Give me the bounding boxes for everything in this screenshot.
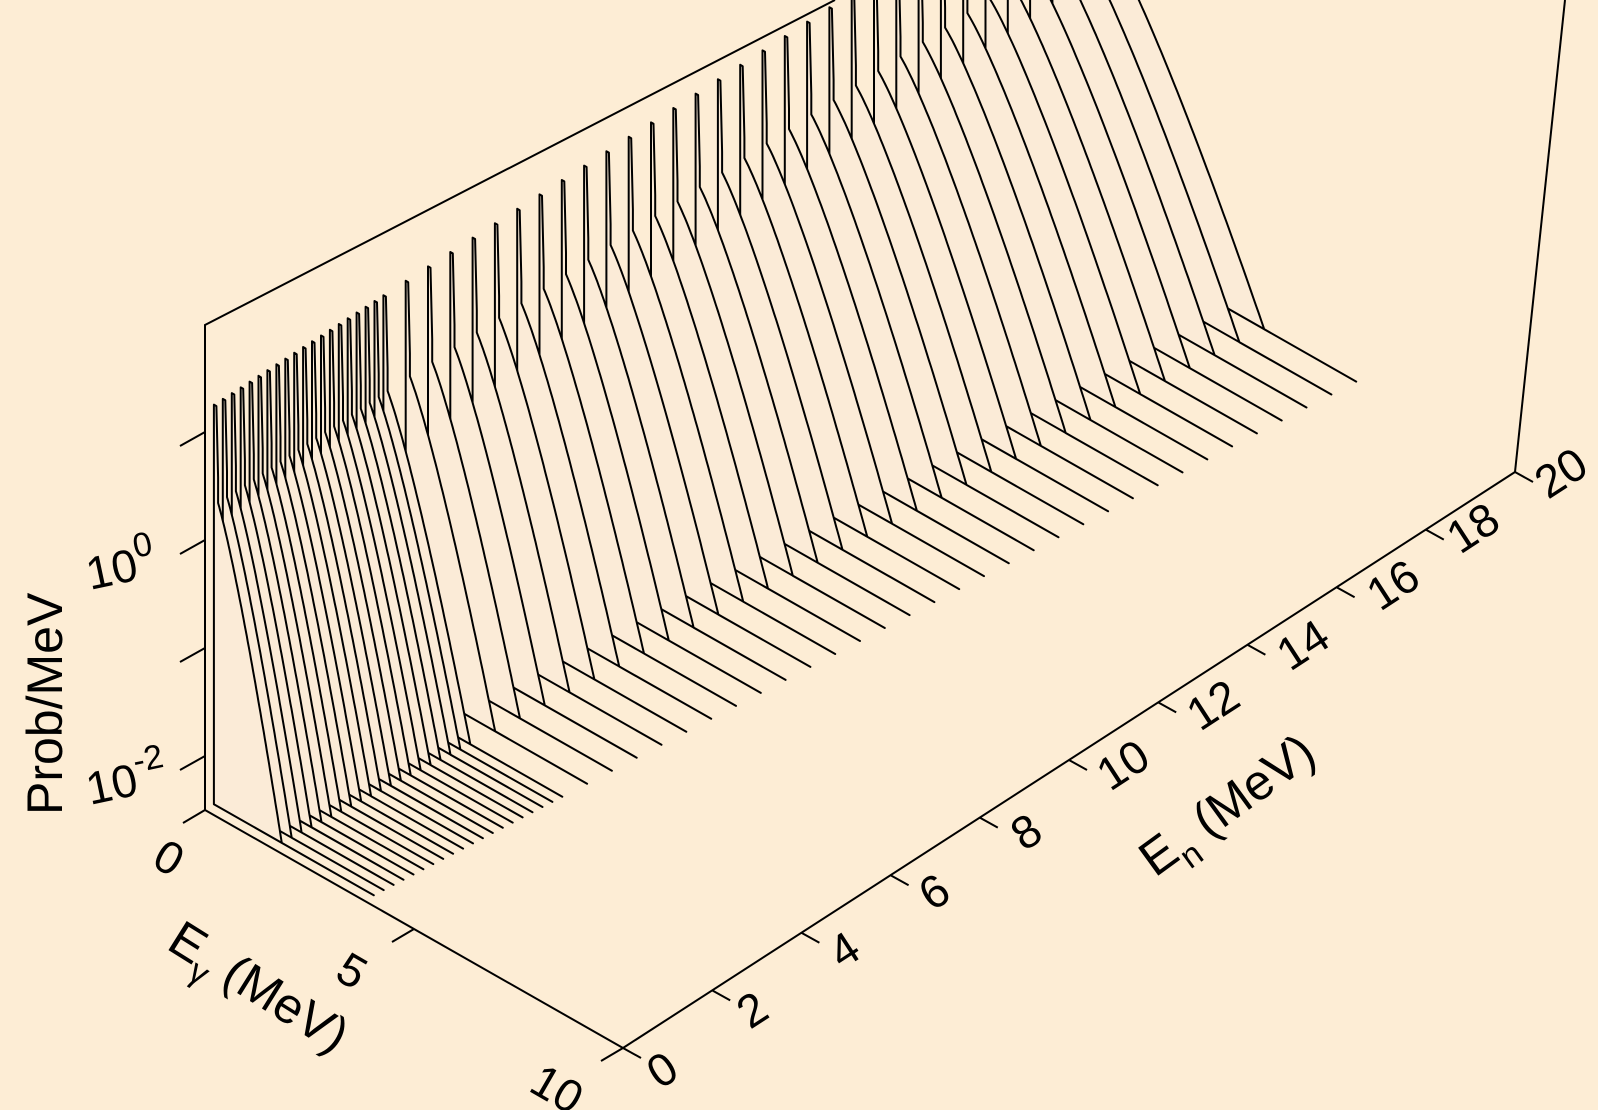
- prob-tick: [179, 755, 206, 771]
- neutron-tick: [711, 989, 731, 1002]
- neutron-tick-label: 10: [1087, 729, 1158, 800]
- neutron-tick-label: 2: [727, 981, 777, 1039]
- neutron-tick-label: 0: [637, 1041, 687, 1099]
- prob-axis-title: Prob/MeV: [17, 592, 73, 815]
- prob-tick: [179, 647, 206, 663]
- neutron-tick-label: 14: [1267, 609, 1338, 680]
- gamma-axis-title: Eγ (MeV): [153, 910, 358, 1073]
- prob-tick-label: 100: [79, 525, 160, 600]
- spectra-curves: [212, 0, 1358, 897]
- axis-ticks: [179, 431, 1534, 1062]
- neutron-tick: [1336, 586, 1356, 599]
- neutron-tick: [1157, 701, 1177, 714]
- neutron-tick-label: 20: [1525, 437, 1596, 508]
- neutron-tick: [622, 1047, 642, 1059]
- neutron-tick: [1246, 643, 1266, 656]
- gamma-tick: [600, 1047, 624, 1062]
- neutron-tick-label: 8: [1001, 803, 1051, 861]
- neutron-tick: [979, 816, 999, 829]
- gamma-tick-label: 5: [328, 942, 376, 1000]
- neutron-tick-label: 12: [1177, 669, 1248, 740]
- spectrum-curve: [1051, 0, 1308, 409]
- gamma-tick-label: 0: [145, 829, 193, 887]
- neutron-tick: [800, 931, 820, 944]
- neutron-tick: [1068, 759, 1088, 771]
- neutron-tick: [890, 874, 910, 887]
- spectrum-curve: [212, 403, 375, 897]
- spectrum-curve: [1096, 0, 1358, 383]
- neutron-tick-label: 4: [819, 921, 869, 979]
- spectrum-curve: [1029, 0, 1283, 422]
- gamma-tick: [391, 928, 415, 943]
- neutron-axis-title: En (MeV): [1129, 723, 1332, 896]
- prob-tick: [179, 539, 206, 555]
- neutron-tick-label: 16: [1357, 549, 1428, 620]
- spectrum-curve: [1073, 0, 1333, 396]
- prob-tick: [179, 431, 206, 447]
- gamma-tick-label: 10: [522, 1054, 592, 1110]
- neutron-tick: [1514, 471, 1534, 483]
- neutron-tick-label: 6: [909, 863, 959, 921]
- back-wall-right: [1514, 0, 1566, 473]
- prob-tick-label: 10-2: [79, 737, 172, 815]
- gamma-tick: [182, 809, 206, 824]
- neutron-tick-label: 18: [1437, 492, 1508, 563]
- neutron-tick: [1425, 528, 1445, 541]
